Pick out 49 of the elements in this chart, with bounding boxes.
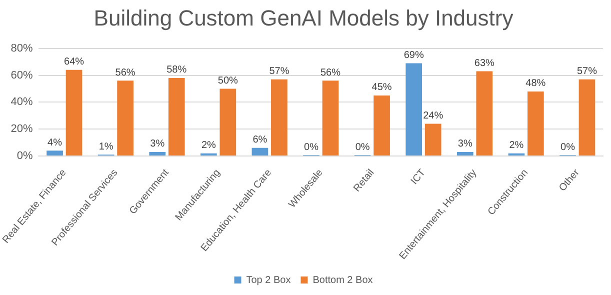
data-label: 63% — [474, 58, 494, 70]
data-label: 6% — [252, 134, 268, 146]
bar — [528, 91, 544, 156]
data-label: 48% — [526, 78, 546, 90]
data-label: 58% — [166, 64, 187, 76]
data-label: 57% — [269, 66, 290, 78]
bar — [252, 148, 268, 156]
data-label: 0% — [355, 142, 370, 153]
bar — [168, 78, 185, 156]
y-tick-label: 0% — [16, 150, 33, 162]
bar — [476, 71, 493, 156]
data-label: 56% — [320, 67, 341, 78]
data-label: 2% — [509, 140, 524, 152]
data-label: 56% — [115, 67, 136, 78]
data-label: 2% — [201, 140, 216, 152]
legend-label: Top 2 Box — [246, 274, 291, 286]
bar — [508, 153, 525, 156]
data-label: 57% — [576, 66, 598, 78]
data-label: 50% — [218, 76, 238, 86]
data-label: 45% — [372, 82, 392, 94]
data-label: 64% — [64, 56, 84, 68]
y-tick-label: 60% — [10, 69, 33, 82]
bar — [46, 150, 63, 156]
data-label: 69% — [404, 50, 424, 61]
data-label: 1% — [98, 141, 114, 152]
data-label: 3% — [150, 138, 165, 150]
bar — [578, 79, 596, 156]
bar — [424, 124, 442, 156]
bar — [374, 95, 390, 156]
bar — [66, 70, 82, 156]
legend-label: Bottom 2 Box — [312, 274, 373, 286]
bar — [271, 79, 288, 156]
bar — [220, 88, 236, 156]
y-tick-label: 20% — [10, 123, 33, 136]
x-tick-label: ICT — [409, 167, 428, 187]
bar — [200, 153, 217, 156]
bar — [456, 152, 474, 156]
chart-title: Building Custom GenAI Models by Industry — [94, 5, 514, 30]
y-tick-label: 80% — [10, 42, 33, 54]
bar — [406, 63, 422, 156]
data-label: 0% — [304, 142, 319, 153]
data-label: 24% — [423, 110, 444, 122]
bar — [322, 80, 339, 156]
y-tick-label: 40% — [10, 96, 33, 108]
bar — [149, 152, 166, 156]
data-label: 0% — [560, 142, 576, 153]
data-label: 4% — [48, 137, 62, 148]
data-label: 3% — [458, 138, 472, 150]
bar — [117, 80, 134, 156]
